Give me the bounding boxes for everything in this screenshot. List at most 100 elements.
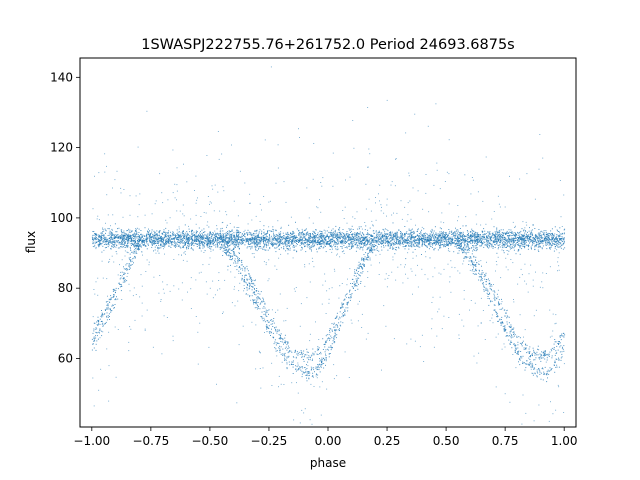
data-point — [473, 233, 475, 234]
data-point — [506, 230, 508, 232]
data-point — [123, 235, 125, 237]
data-point — [234, 240, 236, 242]
data-point — [531, 233, 533, 235]
data-point — [351, 235, 353, 237]
data-point — [474, 240, 476, 242]
data-point — [291, 239, 293, 241]
data-point — [312, 240, 314, 242]
data-point — [108, 243, 109, 245]
data-point — [364, 241, 366, 243]
data-point — [499, 238, 501, 240]
data-point — [449, 238, 451, 240]
data-point — [546, 235, 548, 237]
data-point — [174, 242, 175, 244]
scatter-points — [91, 66, 566, 425]
data-point — [384, 228, 386, 230]
data-point — [341, 232, 343, 234]
data-point — [162, 241, 164, 243]
data-point — [476, 236, 478, 238]
data-point — [474, 237, 476, 239]
data-point — [437, 241, 439, 243]
data-point — [273, 229, 275, 231]
data-point — [143, 241, 145, 243]
data-point — [100, 232, 102, 234]
data-point — [223, 239, 225, 240]
data-point — [462, 238, 464, 239]
data-point — [233, 235, 235, 237]
data-point — [441, 244, 443, 246]
data-point — [289, 235, 291, 237]
data-point — [350, 239, 352, 241]
data-point — [444, 236, 446, 238]
data-point — [364, 243, 365, 245]
data-point — [108, 240, 110, 242]
data-point — [404, 233, 406, 235]
data-point — [309, 235, 311, 237]
data-point — [208, 234, 210, 236]
data-point — [422, 236, 424, 238]
data-point — [133, 235, 135, 237]
data-point — [182, 237, 184, 239]
data-point — [245, 239, 247, 240]
data-point — [529, 238, 531, 240]
data-point — [250, 243, 252, 245]
data-point — [268, 240, 270, 242]
data-point — [179, 243, 181, 245]
data-point — [468, 235, 470, 237]
data-point — [510, 237, 512, 239]
data-point — [265, 246, 267, 248]
data-point — [150, 241, 152, 243]
data-point — [110, 237, 112, 239]
data-point — [285, 236, 287, 238]
data-point — [362, 233, 364, 235]
data-point — [128, 235, 130, 237]
data-point — [527, 235, 529, 237]
data-point — [139, 235, 140, 237]
data-point — [230, 238, 232, 240]
data-point — [305, 251, 307, 253]
data-point — [292, 233, 294, 235]
data-point — [314, 235, 315, 237]
data-point — [258, 231, 260, 233]
data-point — [227, 234, 229, 236]
data-point — [256, 240, 257, 242]
data-point — [272, 226, 274, 228]
data-point — [518, 243, 520, 245]
data-point — [396, 242, 398, 244]
data-point — [229, 238, 230, 240]
data-point — [104, 228, 106, 230]
data-point — [278, 232, 280, 234]
data-point — [377, 231, 379, 233]
data-point — [431, 243, 433, 245]
data-point — [126, 246, 128, 248]
data-point — [113, 236, 115, 238]
data-point — [541, 240, 543, 242]
data-point — [446, 245, 448, 246]
data-point — [476, 249, 478, 251]
data-point — [249, 231, 250, 233]
data-point — [362, 242, 364, 244]
data-point — [167, 233, 169, 235]
data-point — [178, 237, 180, 239]
data-point — [134, 241, 136, 243]
data-point — [352, 246, 354, 248]
data-point — [384, 235, 386, 237]
data-point — [462, 241, 464, 243]
data-point — [132, 234, 134, 236]
data-point — [487, 232, 489, 234]
data-point — [429, 238, 431, 240]
data-point — [179, 241, 181, 243]
data-point — [191, 238, 193, 240]
data-point — [216, 228, 218, 230]
data-point — [349, 245, 350, 247]
data-point — [512, 232, 514, 234]
data-point — [151, 239, 153, 241]
data-point — [494, 247, 496, 248]
data-point — [217, 237, 219, 239]
data-point — [100, 243, 102, 245]
data-point — [194, 237, 196, 239]
data-point — [417, 240, 419, 241]
data-point — [166, 241, 167, 243]
data-point — [510, 232, 512, 234]
data-point — [268, 240, 270, 242]
